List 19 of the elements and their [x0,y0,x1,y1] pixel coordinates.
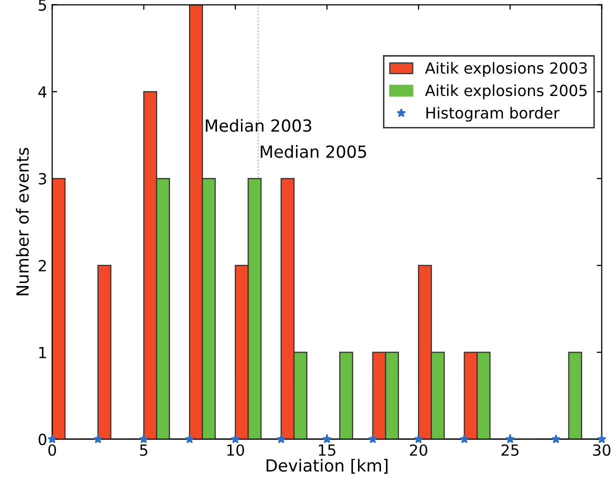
x-tick-label: 0 [48,444,56,456]
x-tick-label: 30 [593,444,610,456]
legend-label: Aitik explosions 2005 [425,84,587,100]
x-tick-label: 25 [502,444,519,456]
y-tick-label: 0 [38,434,46,446]
legend-label: Histogram border [426,106,560,122]
legend-label: Aitik explosions 2003 [425,62,587,77]
y-tick-label: 4 [38,86,46,98]
annotation: Median 2003 [206,118,312,132]
y-axis-title: Number of events [16,148,29,296]
x-tick-label: 20 [410,444,428,456]
x-tick-label: 10 [227,444,244,456]
y-tick-label: 2 [38,260,46,272]
x-axis-title: Deviation [km] [266,458,388,474]
y-tick-label: 3 [38,173,46,185]
x-tick-label: 15 [318,444,336,456]
annotation: Median 2005 [260,145,366,158]
y-tick-label: 1 [39,346,46,358]
x-tick-label: 5 [140,444,148,456]
